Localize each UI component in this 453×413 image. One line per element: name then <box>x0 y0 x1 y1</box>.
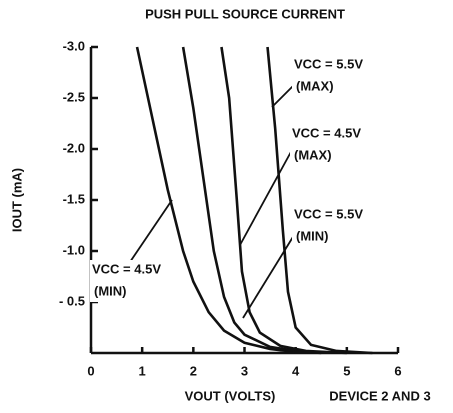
line-series <box>266 46 373 355</box>
annotation-arrow <box>239 149 293 246</box>
y-tick-label: -2.5 <box>63 89 85 104</box>
line-series <box>135 46 296 354</box>
x-tick-label: 3 <box>241 363 248 378</box>
y-tick-label: -1.0 <box>63 242 85 257</box>
annotation-arrow <box>271 84 295 108</box>
y-tick-label: -3.0 <box>63 38 85 53</box>
label-background <box>292 205 376 247</box>
annotation-arrow <box>129 199 173 263</box>
x-tick-label: 2 <box>190 363 197 378</box>
series-condition: (MIN) <box>296 228 329 243</box>
x-tick-label: 4 <box>292 363 300 378</box>
label-background <box>90 260 174 302</box>
annotation-arrow <box>242 231 297 319</box>
x-tick-label: 0 <box>87 363 94 378</box>
line-series <box>181 46 322 355</box>
line-series <box>220 46 347 355</box>
series-label: VCC = 5.5V <box>294 56 363 71</box>
series-label: VCC = 5.5V <box>294 206 363 221</box>
series-label: VCC = 4.5V <box>292 125 361 140</box>
y-tick-label: -1.5 <box>63 191 85 206</box>
label-background <box>290 124 374 166</box>
y-tick-label: - 0.5 <box>59 293 85 308</box>
x-tick-label: 1 <box>139 363 146 378</box>
annotation: DEVICE 2 AND 3 <box>329 388 430 403</box>
series-condition: (MIN) <box>94 283 127 298</box>
series-condition: (MAX) <box>296 78 334 93</box>
y-tick-label: -2.0 <box>63 140 85 155</box>
series-condition: (MAX) <box>294 147 332 162</box>
chart-title: PUSH PULL SOURCE CURRENT <box>145 6 345 21</box>
label-background <box>292 55 376 97</box>
x-tick-label: 6 <box>394 363 401 378</box>
x-axis-label: VOUT (VOLTS) <box>185 388 276 403</box>
x-tick-label: 5 <box>343 363 350 378</box>
y-axis-label: IOUT (mA) <box>9 168 24 232</box>
series-label: VCC = 4.5V <box>92 261 161 276</box>
